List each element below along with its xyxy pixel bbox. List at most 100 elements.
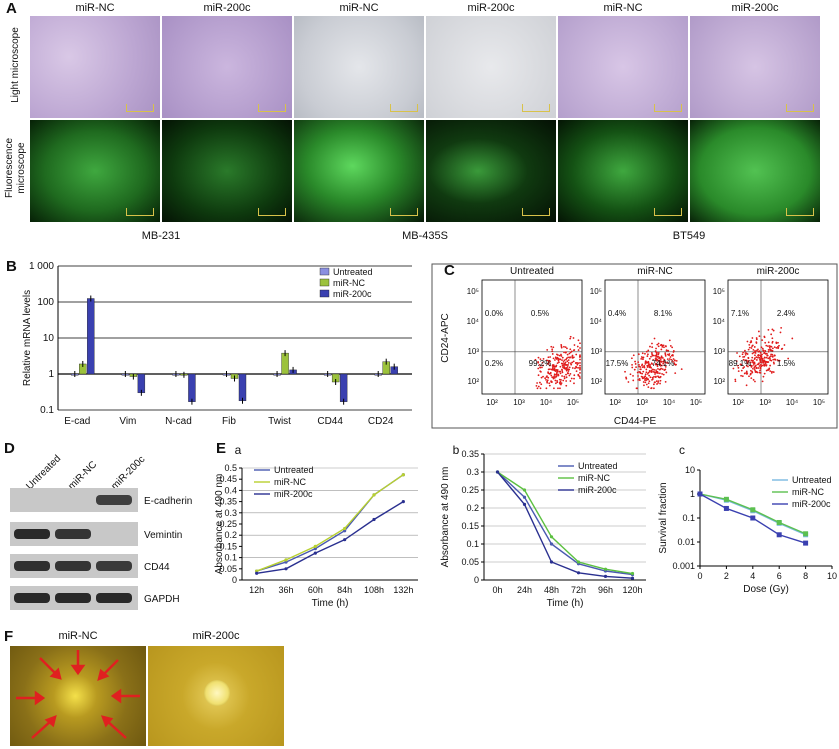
flow-dot: [629, 373, 632, 376]
flow-dot: [791, 337, 794, 340]
flow-dot: [680, 368, 683, 370]
flow-dot: [766, 354, 769, 357]
category-label: E-cad: [64, 416, 90, 427]
x-tick-label: 8: [803, 571, 808, 581]
flow-dot: [662, 344, 665, 347]
flow-dot: [579, 377, 581, 379]
flow-dot: [674, 372, 677, 375]
flow-dot: [639, 372, 642, 375]
flow-dot: [664, 345, 667, 347]
x-tick-label: 10²: [732, 398, 744, 407]
flow-dot: [760, 346, 763, 349]
flow-dot: [744, 353, 747, 356]
flow-dot: [779, 331, 782, 334]
flow-dot: [653, 381, 656, 384]
flow-dot: [634, 363, 637, 365]
data-point: [401, 473, 405, 477]
flow-dot: [761, 361, 763, 364]
flow-dot: [672, 360, 674, 363]
flow-dot: [551, 353, 554, 355]
flow-dot: [754, 352, 757, 354]
flow-panel-c: Untreated 0.0% 0.5% 0.2% 99.2% 10² 10² 10³ 10³ 10…: [431, 263, 838, 429]
flow-dot: [657, 367, 659, 370]
flow-dot: [645, 371, 648, 374]
flow-dot: [667, 361, 669, 364]
flow-dot: [539, 358, 542, 361]
flow-dot: [565, 369, 568, 372]
flow-dot: [755, 341, 758, 344]
flow-dot: [644, 373, 647, 376]
bar: [188, 373, 196, 402]
flow-dot: [649, 370, 651, 373]
y-tick-label: 10²: [713, 377, 725, 386]
flow-dot: [651, 368, 654, 371]
flow-dot: [566, 364, 569, 366]
chart-ec: 0.001 0.01 0.1 1 10 0 2 4 6 8 10 Dose (Gy) Survival …: [658, 443, 837, 595]
flow-dot: [559, 372, 562, 375]
flow-dot: [740, 363, 743, 366]
cell-line-label: BT549: [672, 230, 706, 242]
flow-dot: [550, 374, 553, 377]
flow-dot: [578, 375, 581, 378]
flow-dot: [648, 357, 651, 360]
flow-dot: [761, 359, 764, 361]
flow-dot: [763, 363, 765, 366]
legend-label: miR-NC: [792, 487, 824, 497]
flow-dot: [547, 371, 549, 374]
flow-dot: [568, 374, 571, 377]
data-point: [803, 540, 809, 546]
flow-dot: [763, 372, 766, 375]
x-axis-label: Dose (Gy): [743, 584, 789, 595]
flow-dot: [659, 363, 662, 366]
micrograph-light-bt549-nc: [558, 16, 688, 118]
y-tick-label: 0.2: [466, 503, 479, 513]
flow-dot: [761, 339, 764, 342]
flow-dot: [750, 340, 753, 342]
y-tick-label: 10³: [590, 347, 602, 356]
flow-dot: [553, 387, 555, 390]
flow-dot: [564, 361, 567, 364]
flow-dot: [579, 355, 581, 358]
bar: [339, 373, 348, 402]
panel-letter-b: B: [6, 258, 17, 275]
flow-dot: [675, 359, 678, 362]
x-tick-label: 2: [724, 571, 729, 581]
flow-dot: [565, 373, 567, 376]
x-tick-label: 10⁴: [540, 398, 553, 407]
flow-dot: [744, 359, 747, 362]
flow-dot: [560, 355, 563, 357]
flow-dot: [558, 361, 560, 364]
flow-dot: [658, 356, 661, 359]
flow-dot: [537, 374, 540, 377]
data-point: [549, 535, 554, 539]
y-tick-label: 10⁵: [590, 287, 602, 296]
flow-dot: [768, 367, 771, 370]
flow-dot: [579, 342, 581, 345]
flow-dot: [541, 361, 544, 364]
flow-dot: [551, 350, 554, 353]
flow-dot: [573, 377, 575, 380]
flow-dot: [655, 369, 657, 372]
flow-dot: [560, 383, 562, 386]
flow-dot: [646, 364, 649, 367]
flow-dot: [664, 353, 667, 356]
flow-dot: [771, 328, 774, 331]
f-label-200c: miR-200c: [192, 630, 240, 642]
flow-title: miR-NC: [637, 266, 673, 277]
x-tick-label: 120h: [622, 585, 642, 595]
flow-dot: [755, 371, 758, 373]
quadrant-value: 0.4%: [608, 309, 626, 318]
micrograph-light-435s-nc: [294, 16, 424, 118]
flow-dot: [672, 350, 675, 352]
flow-dot: [665, 349, 668, 352]
flow-dot: [759, 355, 762, 358]
flow-dot: [646, 373, 649, 375]
flow-dot: [668, 339, 671, 342]
flow-dot: [568, 368, 571, 371]
flow-dot: [771, 355, 774, 358]
flow-dot: [573, 349, 576, 351]
flow-dot: [553, 375, 556, 377]
flow-dot: [562, 379, 565, 382]
flow-dot: [538, 363, 541, 366]
flow-dot: [772, 371, 775, 373]
